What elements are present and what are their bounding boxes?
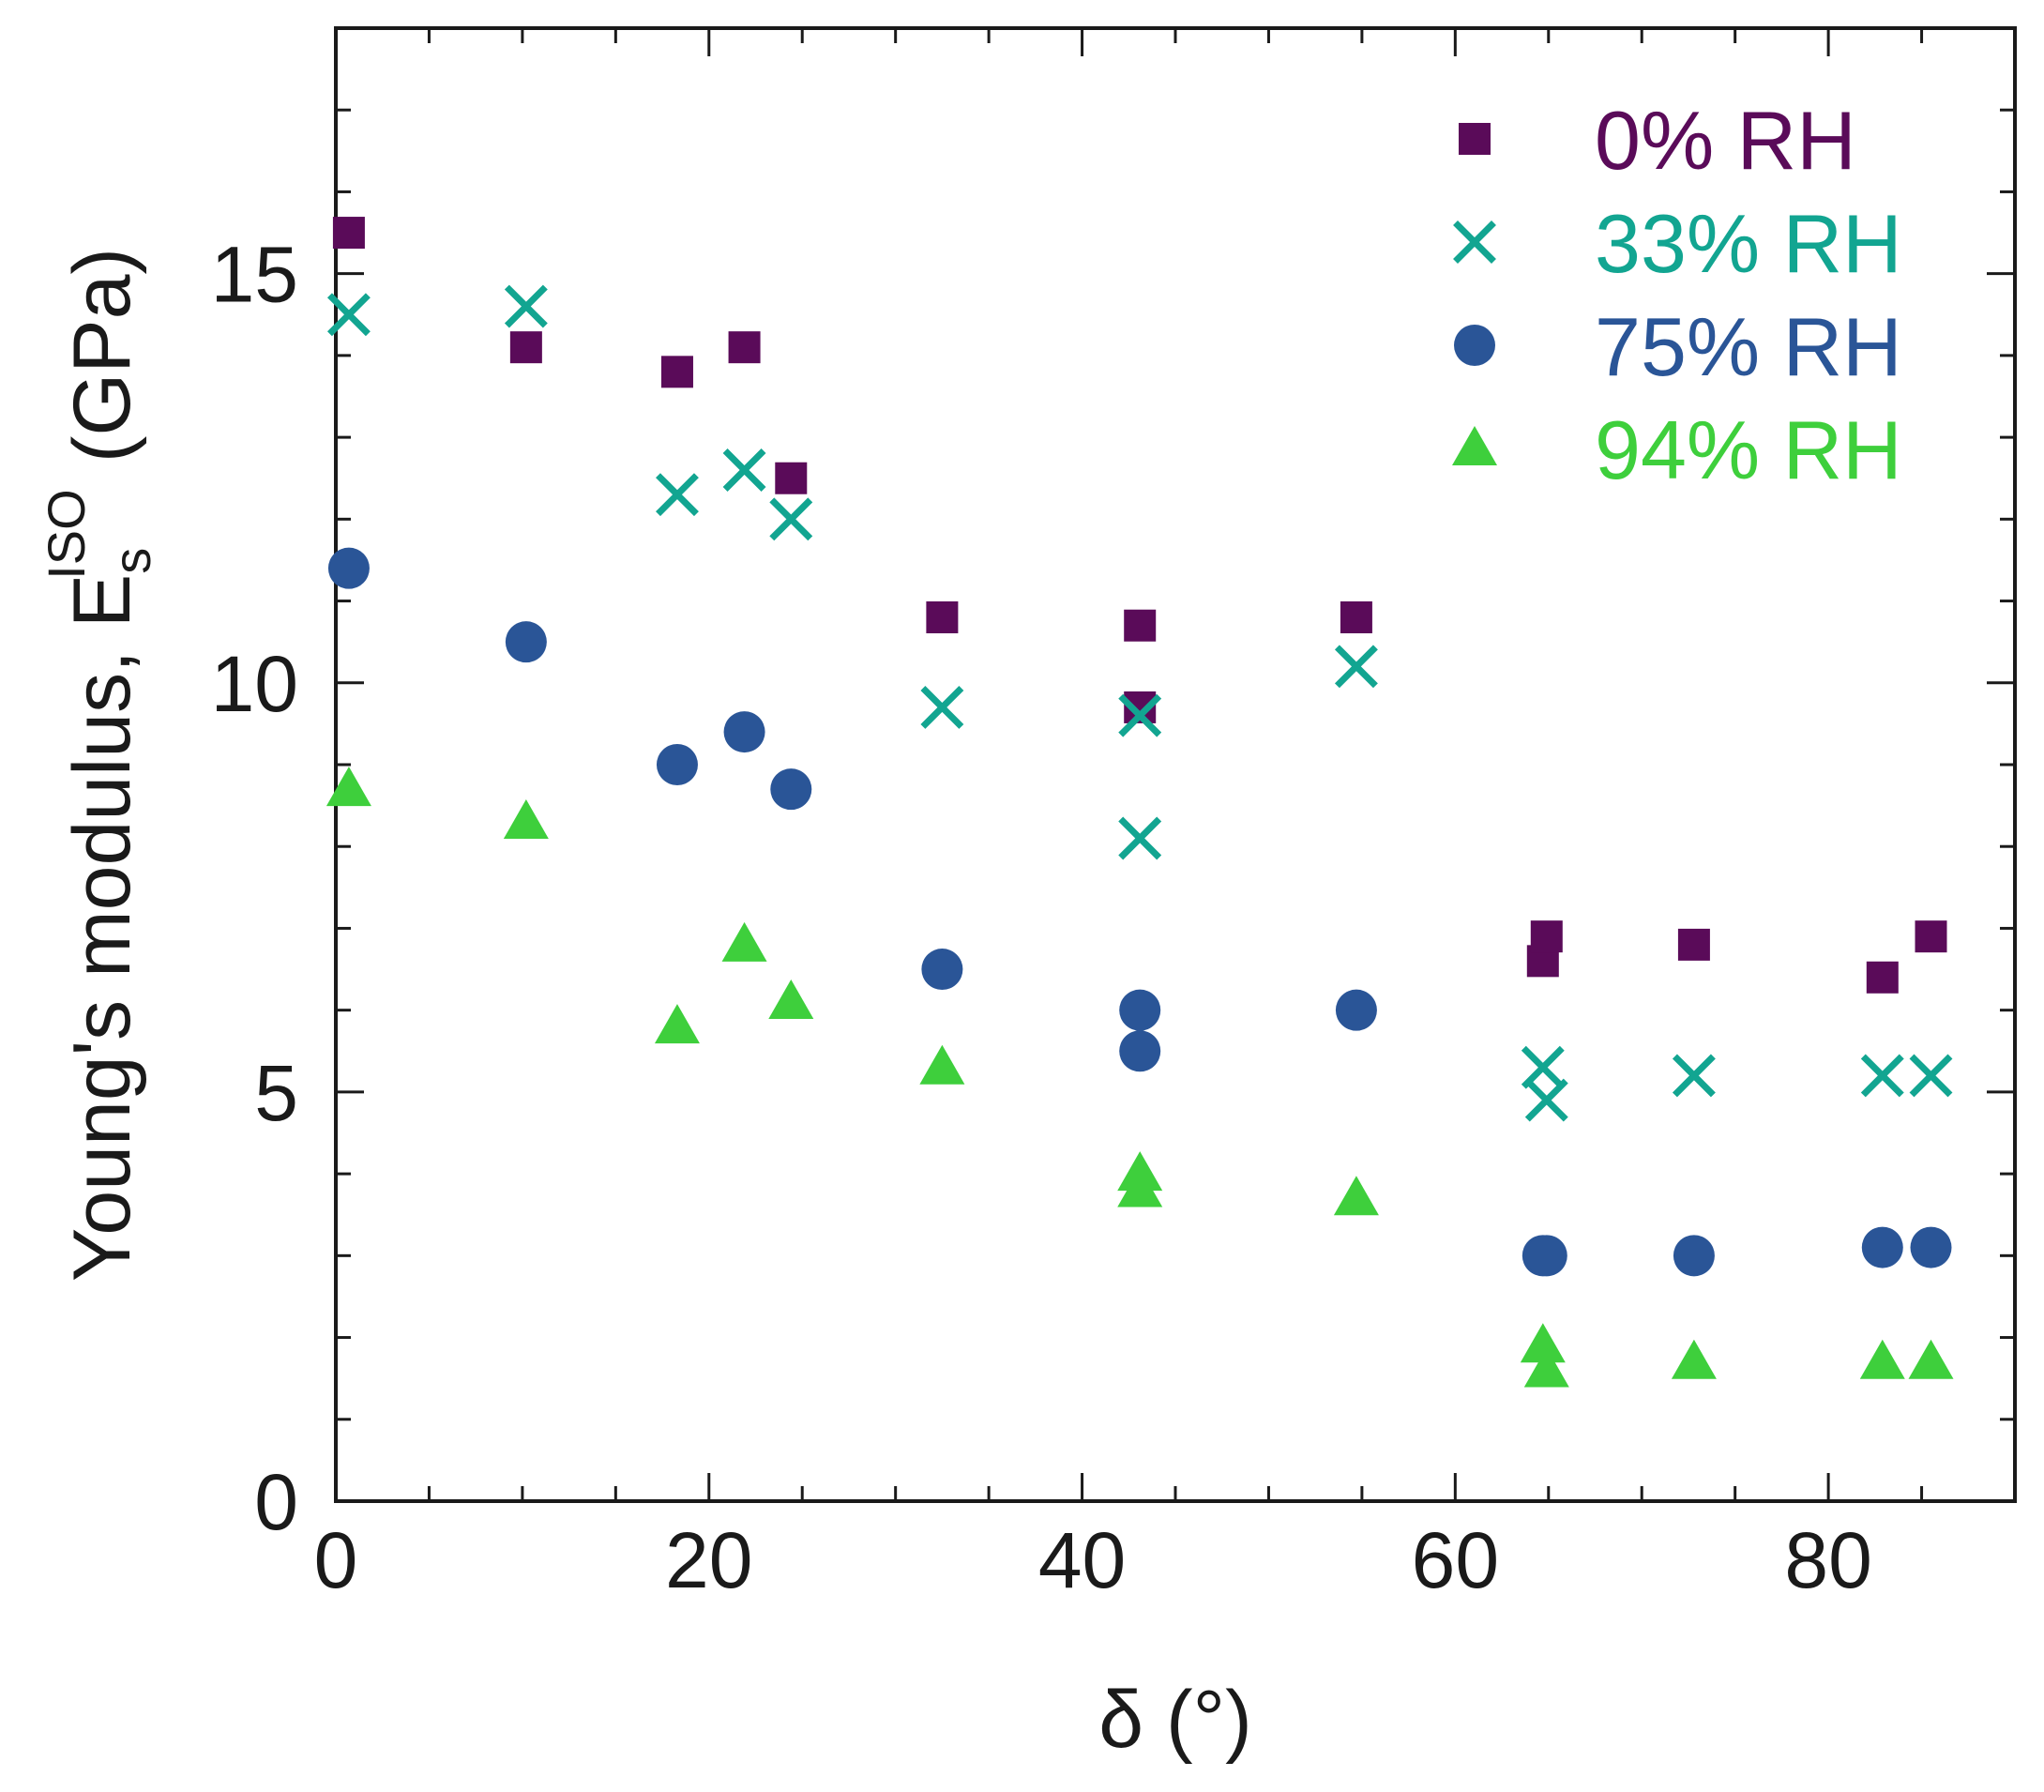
data-point <box>768 979 814 1019</box>
data-point <box>1521 1045 1565 1089</box>
y-axis-title: Young's modulus, EsISO (GPa) <box>37 248 161 1282</box>
data-point <box>1525 1235 1567 1277</box>
data-point <box>1910 1226 1952 1268</box>
data-point <box>327 547 370 589</box>
data-point <box>1333 1176 1379 1216</box>
data-point <box>1530 920 1563 953</box>
data-point <box>1915 920 1947 953</box>
data-point <box>660 356 693 388</box>
data-point <box>721 921 767 962</box>
data-point <box>1677 928 1710 961</box>
data-point <box>505 621 547 663</box>
series-square <box>332 217 1947 994</box>
legend-marker <box>1454 325 1495 366</box>
series-x <box>326 284 1953 1122</box>
series-triangle <box>326 767 1954 1388</box>
axis-ticks <box>334 26 2017 1503</box>
data-point <box>770 768 812 811</box>
data-point <box>326 293 371 337</box>
y-tick-label: 5 <box>254 1049 298 1137</box>
data-point <box>509 331 542 364</box>
x-tick-label: 20 <box>665 1516 752 1604</box>
data-point <box>1117 1167 1163 1207</box>
y-axis-title-main: Young's modulus, E <box>57 574 147 1282</box>
data-point <box>1861 1226 1903 1268</box>
x-tick-label: 0 <box>314 1516 358 1604</box>
y-axis-title-superscript: ISO <box>37 489 96 579</box>
data-point <box>1334 645 1378 689</box>
x-tick-label: 40 <box>1038 1516 1126 1604</box>
y-tick-label: 15 <box>211 231 298 319</box>
legend-marker <box>1452 426 1497 465</box>
legend-label: 75% RH <box>1595 300 1902 393</box>
legend-marker <box>1453 220 1496 264</box>
data-point <box>503 799 549 840</box>
data-point <box>919 1044 965 1085</box>
data-point <box>332 217 365 250</box>
data-point <box>1909 1054 1953 1098</box>
data-point <box>654 1004 700 1044</box>
axis-tick-labels: 0 20 40 60 80 0 5 10 15 <box>211 231 1872 1604</box>
data-point <box>1119 1030 1161 1072</box>
data-point <box>1672 1054 1716 1098</box>
y-tick-label: 0 <box>254 1458 298 1546</box>
data-point <box>1524 1078 1568 1122</box>
legend-marker <box>1459 123 1491 155</box>
legend: 0% RH 33% RH 75% RH 94% RH <box>1452 94 1902 496</box>
data-point <box>921 949 963 991</box>
data-point <box>1118 693 1162 737</box>
data-point <box>1119 989 1161 1031</box>
legend-label: 33% RH <box>1595 197 1902 290</box>
data-point <box>1860 1054 1904 1098</box>
data-point <box>1908 1339 1954 1379</box>
x-tick-label: 80 <box>1784 1516 1871 1604</box>
y-axis-title-subscript: s <box>102 548 161 574</box>
data-point <box>1859 1339 1905 1379</box>
x-axis-title: δ (°) <box>1098 1675 1251 1765</box>
data-point <box>920 685 964 729</box>
data-point <box>1523 1347 1569 1388</box>
data-points <box>326 217 1954 1388</box>
series-circle <box>327 547 1952 1277</box>
data-point <box>1520 1323 1566 1363</box>
data-point <box>656 744 698 785</box>
data-point <box>1866 961 1899 994</box>
legend-label: 0% RH <box>1595 94 1856 187</box>
data-point <box>1118 816 1162 860</box>
data-point <box>1671 1339 1717 1379</box>
data-point <box>326 767 371 807</box>
y-tick-label: 10 <box>211 640 298 728</box>
data-point <box>775 462 808 494</box>
data-point <box>926 601 959 633</box>
data-point <box>504 284 548 328</box>
data-point <box>1673 1235 1715 1277</box>
data-point <box>1335 989 1377 1031</box>
data-point <box>1340 601 1372 633</box>
data-point <box>769 497 813 541</box>
data-point <box>1124 609 1157 642</box>
data-point <box>722 448 766 492</box>
y-axis-title-unit: (GPa) <box>57 248 147 463</box>
x-tick-label: 60 <box>1412 1516 1499 1604</box>
data-point <box>728 331 761 364</box>
data-point <box>656 473 699 517</box>
legend-label: 94% RH <box>1595 403 1902 496</box>
data-point <box>723 711 765 753</box>
